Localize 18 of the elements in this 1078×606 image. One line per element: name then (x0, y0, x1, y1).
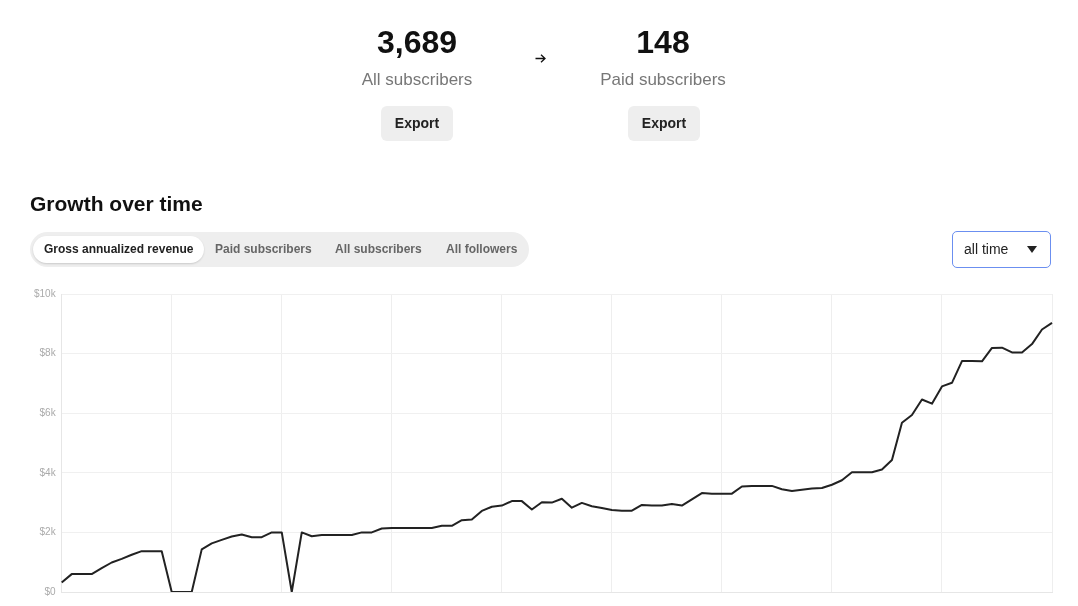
text: Paid subscribers (215, 241, 312, 258)
text: All followers (446, 241, 518, 258)
text: 148 (635, 24, 691, 61)
text: Paid subscribers (599, 70, 727, 90)
text: Export (628, 106, 700, 141)
text: all time (964, 240, 1009, 259)
y-tick-label: $6k (39, 406, 57, 418)
y-tick-label: $8k (39, 347, 57, 359)
chart-title: Growth over time (30, 192, 203, 216)
y-tick-label: $2k (39, 526, 57, 538)
text: Gross annualized revenue (33, 236, 205, 263)
y-tick-label: $4k (39, 466, 57, 478)
text: 3,689 (375, 24, 459, 61)
y-tick-label: $10k (34, 287, 57, 299)
y-tick-label: $0 (44, 585, 57, 597)
text: Export (381, 106, 453, 141)
text: All subscribers (335, 241, 422, 258)
text: All subscribers (360, 70, 474, 90)
